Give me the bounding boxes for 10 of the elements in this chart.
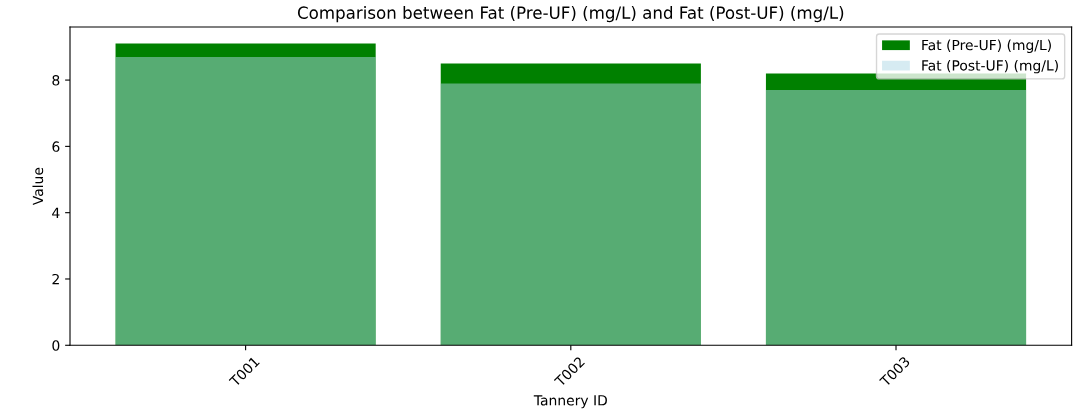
legend-label: Fat (Post-UF) (mg/L) bbox=[922, 59, 1058, 74]
y-tick-label: 8 bbox=[52, 75, 60, 86]
chart-title: Comparison between Fat (Pre-UF) (mg/L) and Fat (Post-UF) (mg/L) bbox=[297, 6, 844, 23]
y-tick-label: 2 bbox=[52, 273, 59, 285]
x-axis-title: Tannery ID bbox=[533, 395, 607, 409]
y-tick-label: 6 bbox=[52, 141, 60, 152]
legend-label: Fat (Pre-UF) (mg/L) bbox=[922, 39, 1051, 53]
y-tick-label: 0 bbox=[52, 340, 60, 351]
y-axis-title: Value bbox=[32, 167, 44, 206]
y-tick-label: 4 bbox=[52, 207, 60, 218]
